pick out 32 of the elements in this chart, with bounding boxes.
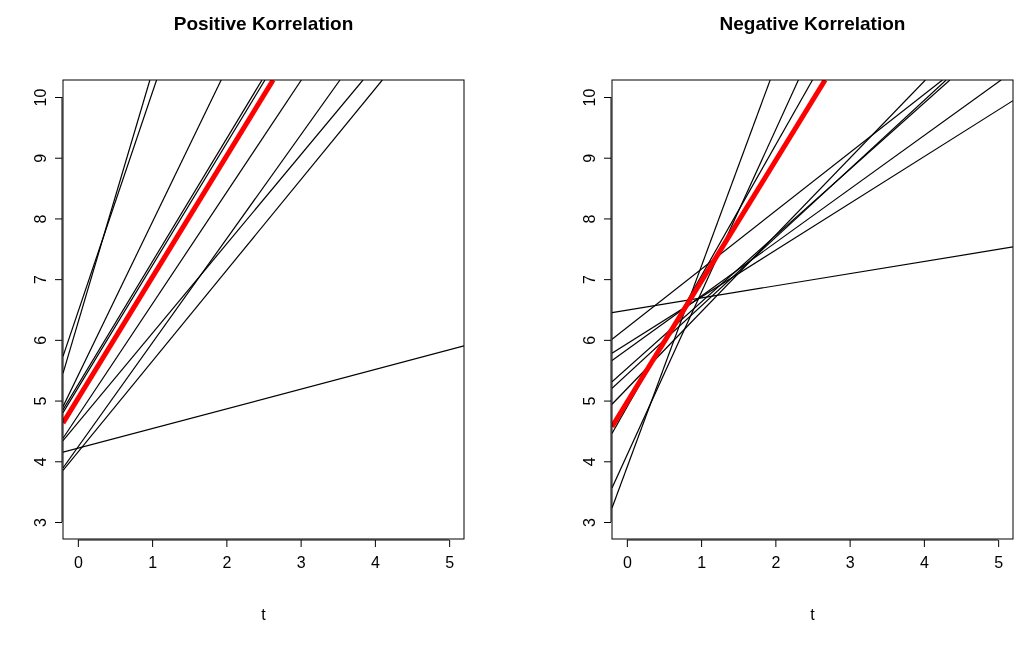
- x-tick-label: 2: [771, 554, 781, 572]
- chart-title: Positive Korrelation: [173, 13, 354, 34]
- x-tick-label: 3: [296, 554, 306, 572]
- x-tick-label: 0: [73, 554, 83, 572]
- x-tick-label: 1: [697, 554, 707, 572]
- y-tick-label: 9: [31, 153, 49, 163]
- y-tick-label: 6: [580, 335, 598, 345]
- y-tick-label: 4: [31, 457, 49, 467]
- y-tick-label: 3: [31, 517, 49, 527]
- y-tick-label: 7: [31, 275, 49, 285]
- x-tick-label: 4: [370, 554, 380, 572]
- x-tick-label: 1: [148, 554, 158, 572]
- x-axis-title: t: [261, 606, 267, 623]
- y-tick-label: 8: [580, 214, 598, 224]
- x-tick-label: 3: [845, 554, 855, 572]
- x-tick-label: 5: [994, 554, 1004, 572]
- x-axis-title: t: [810, 606, 816, 623]
- y-tick-label: 6: [31, 335, 49, 345]
- y-tick-label: 7: [580, 275, 598, 285]
- y-tick-label: 10: [580, 88, 598, 107]
- y-tick-label: 3: [580, 517, 598, 527]
- x-tick-label: 5: [445, 554, 455, 572]
- y-tick-label: 10: [31, 88, 49, 107]
- x-tick-label: 0: [622, 554, 632, 572]
- y-tick-label: 5: [580, 396, 598, 406]
- y-tick-label: 4: [580, 457, 598, 467]
- x-tick-label: 2: [222, 554, 232, 572]
- y-tick-label: 5: [31, 396, 49, 406]
- chart-title: Negative Korrelation: [719, 13, 906, 34]
- y-tick-label: 8: [31, 214, 49, 224]
- y-tick-label: 9: [580, 153, 598, 163]
- x-tick-label: 4: [919, 554, 929, 572]
